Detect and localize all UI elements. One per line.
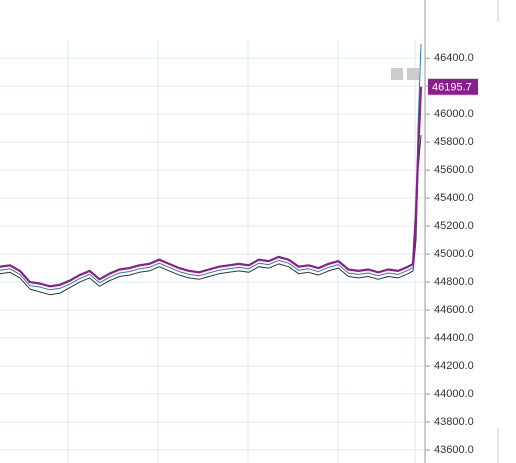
price-label: 46195.7: [432, 82, 472, 94]
time-grid: [67, 40, 416, 463]
y-tick-label: 43600.0: [434, 444, 474, 456]
plot: [0, 44, 425, 451]
price-label-box: [428, 78, 478, 95]
y-tick-label: 45800.0: [434, 136, 474, 148]
y-tick-label: 43800.0: [434, 416, 474, 428]
y-tick-label: 44200.0: [434, 360, 474, 372]
y-tick-label: 46400.0: [434, 52, 474, 64]
tool-icon[interactable]: [407, 68, 419, 80]
y-tick-label: 44000.0: [434, 388, 474, 400]
y-tick-label: 44400.0: [434, 332, 474, 344]
y-tick-label: 45600.0: [434, 164, 474, 176]
price-line: [0, 86, 423, 288]
y-tick-label: 45200.0: [434, 220, 474, 232]
y-axis: 43600.0 43800.0 44000.0 44200.0 44400.0 44600…: [425, 52, 478, 456]
y-tick-label: 45000.0: [434, 248, 474, 260]
y-tick-label: 44600.0: [434, 304, 474, 316]
tool-icon[interactable]: [391, 68, 403, 80]
y-tick-label: 46000.0: [434, 108, 474, 120]
y-tick-label: 44800.0: [434, 276, 474, 288]
price-line: [0, 135, 422, 296]
y-tick-label: 45400.0: [434, 192, 474, 204]
price-line: [0, 44, 422, 291]
